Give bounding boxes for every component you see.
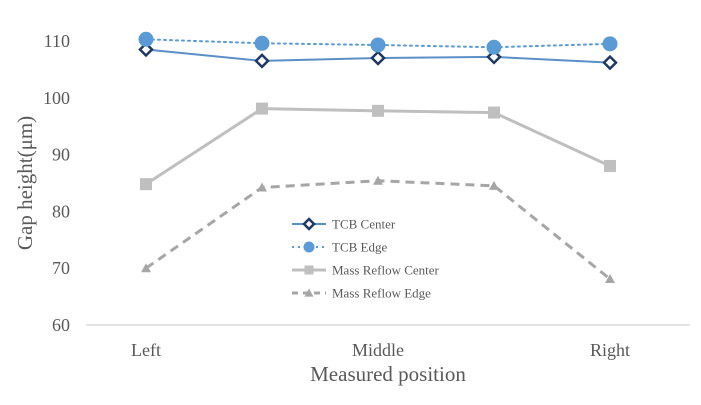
series-tcb-edge [138, 31, 618, 55]
data-point [138, 41, 154, 58]
y-tick-label: 100 [43, 88, 70, 108]
data-point [140, 178, 152, 191]
legend-item: TCB Center [292, 217, 396, 232]
y-axis: 60 70 80 90 100 110 [43, 31, 70, 335]
series-mass-reflow-edge [141, 175, 615, 283]
legend-item: Mass Reflow Edge [292, 286, 431, 301]
legend-label: Mass Reflow Center [332, 263, 440, 278]
y-tick-label: 60 [52, 315, 70, 335]
data-point [602, 36, 618, 52]
data-point [257, 182, 267, 192]
y-tick-label: 80 [52, 201, 70, 221]
data-point [256, 102, 268, 115]
data-point [604, 159, 616, 172]
x-tick-label: Right [590, 340, 630, 360]
x-axis: Left Middle Right [86, 324, 690, 360]
series-layer [138, 31, 618, 283]
legend-label: Mass Reflow Edge [332, 286, 431, 301]
legend-item: TCB Edge [292, 240, 387, 255]
data-point [602, 54, 618, 71]
x-tick-label: Middle [352, 340, 404, 360]
legend-marker [303, 241, 315, 253]
data-point [486, 39, 502, 55]
y-tick-label: 110 [44, 31, 70, 51]
y-axis-title: Gap height(μm) [13, 116, 37, 250]
data-point [372, 104, 384, 117]
data-point [489, 180, 499, 190]
legend-marker [304, 288, 314, 297]
legend-label: TCB Edge [332, 240, 387, 255]
x-tick-label: Left [131, 340, 161, 360]
data-point [373, 175, 383, 185]
data-point [370, 50, 386, 66]
legend-marker [302, 217, 316, 231]
data-point [138, 31, 154, 47]
series-line [145, 107, 611, 186]
series-line [145, 38, 611, 49]
data-point [370, 37, 386, 53]
x-axis-title: Measured position [310, 362, 466, 386]
y-tick-label: 70 [52, 258, 70, 278]
y-tick-label: 90 [52, 145, 70, 165]
legend-marker [304, 265, 314, 275]
legend-item: Mass Reflow Center [292, 263, 440, 278]
data-point [141, 263, 151, 273]
series-mass-reflow-center [140, 102, 616, 191]
legend-label: TCB Center [332, 217, 396, 232]
data-point [488, 106, 500, 119]
data-point [605, 273, 615, 283]
data-point [254, 35, 270, 51]
data-point [254, 53, 270, 69]
legend: TCB Center TCB Edge Mass Reflow Center Mass… [292, 217, 440, 301]
